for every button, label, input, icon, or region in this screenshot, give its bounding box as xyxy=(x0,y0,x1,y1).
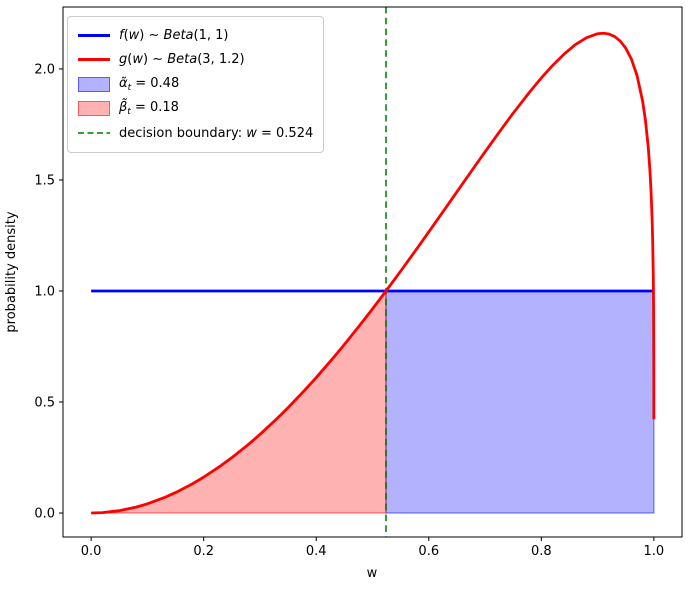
legend-label: g(w) ∼ Beta(3, 1.2) xyxy=(119,52,245,68)
legend-alpha-patch-swatch xyxy=(78,76,110,92)
y-axis-label: probability density xyxy=(4,211,19,332)
legend-g-line: g(w) ∼ Beta(3, 1.2) xyxy=(78,48,313,73)
legend-beta-patch-patch-icon xyxy=(78,101,110,117)
legend: f(w) ∼ Beta(1, 1) g(w) ∼ Beta(3, 1.2) α̃t … xyxy=(67,16,325,153)
legend-f-line-line-icon xyxy=(78,33,110,37)
legend-g-line-swatch xyxy=(78,58,110,62)
legend-label: f(w) ∼ Beta(1, 1) xyxy=(119,27,229,43)
x-tick-label: 0.0 xyxy=(81,544,102,559)
legend-label: β̃t = 0.18 xyxy=(119,100,179,118)
x-tick-label: 0.8 xyxy=(531,544,552,559)
curves-layer xyxy=(91,31,656,515)
x-tick-label: 1.0 xyxy=(644,544,665,559)
legend-f-line-swatch xyxy=(78,33,110,37)
legend-g-line-line-icon xyxy=(78,58,110,62)
axes-frame xyxy=(62,6,683,538)
x-tick-label: 0.2 xyxy=(193,544,214,559)
y-tick-label: 1.5 xyxy=(34,173,55,188)
beta-region-fill xyxy=(91,289,387,514)
legend-boundary-line-dashed-icon xyxy=(78,132,110,135)
alpha-region-fill xyxy=(385,290,655,514)
y-tick-label: 0.5 xyxy=(34,396,55,411)
legend-f-line: f(w) ∼ Beta(1, 1) xyxy=(78,23,313,48)
y-tick-label: 2.0 xyxy=(34,62,55,77)
legend-alpha-patch: α̃t = 0.48 xyxy=(78,72,313,97)
legend-label: α̃t = 0.48 xyxy=(119,75,180,93)
shaded-regions xyxy=(91,289,655,514)
axis-ticks: 0.0 0.2 0.4 0.6 0.8 1.0 0.0 0.5 1.0 1.5 2.0 xyxy=(34,62,664,559)
x-tick-label: 0.6 xyxy=(418,544,439,559)
legend-boundary-line-swatch xyxy=(78,131,110,135)
legend-beta-patch: β̃t = 0.18 xyxy=(78,97,313,122)
plot-spines xyxy=(62,6,683,538)
y-tick-label: 1.0 xyxy=(34,284,55,299)
legend-boundary-line: decision boundary: w = 0.524 xyxy=(78,121,313,146)
legend-alpha-patch-patch-icon xyxy=(78,76,110,92)
g-beta-curve xyxy=(91,31,656,515)
legend-beta-patch-swatch xyxy=(78,101,110,117)
x-tick-label: 0.4 xyxy=(306,544,327,559)
legend-label: decision boundary: w = 0.524 xyxy=(119,125,314,141)
x-axis-label: w xyxy=(367,566,378,581)
y-tick-label: 0.0 xyxy=(34,507,55,522)
